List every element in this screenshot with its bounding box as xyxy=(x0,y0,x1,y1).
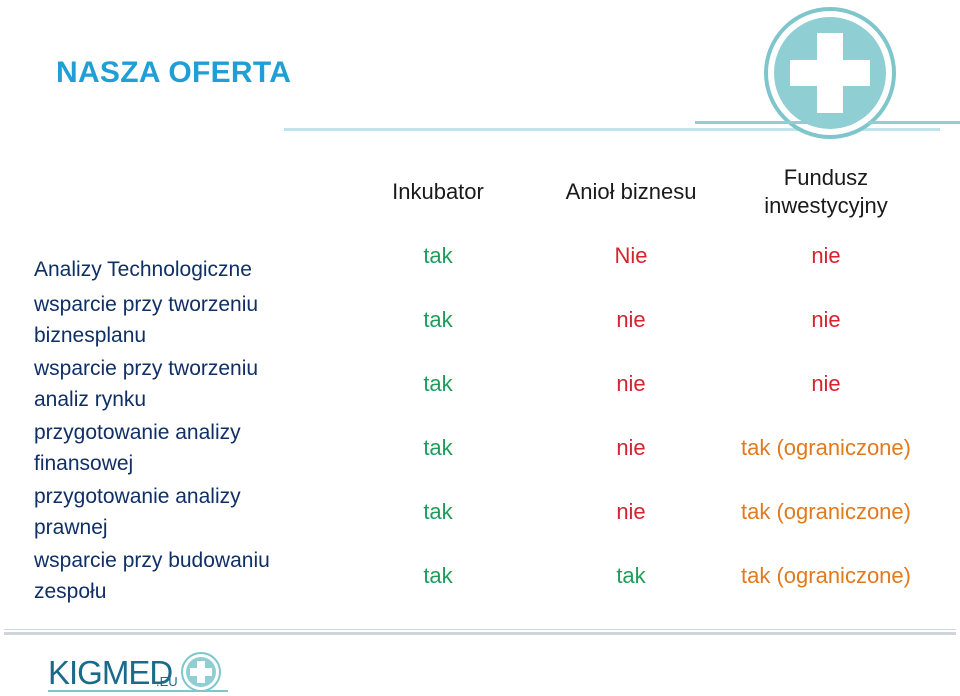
slide-title: NASZA OFERTA xyxy=(56,56,292,89)
footer-divider xyxy=(4,632,956,635)
cell-inkubator: tak xyxy=(423,435,453,460)
footer-divider xyxy=(4,629,956,630)
cell-fundusz: tak (ograniczone) xyxy=(741,435,911,460)
column-header-inkubator: Inkubator xyxy=(392,179,484,204)
title-divider xyxy=(284,128,940,131)
medical-cross-icon xyxy=(695,7,960,139)
cell-fundusz: nie xyxy=(811,371,841,396)
kigmed-logo: KIGMED .EU xyxy=(48,652,228,692)
cell-inkubator: tak xyxy=(423,307,453,332)
cell-inkubator: tak xyxy=(423,563,453,588)
cell-fundusz: tak (ograniczone) xyxy=(741,499,911,524)
cell-aniol: nie xyxy=(616,307,646,332)
cell-inkubator: tak xyxy=(423,243,453,268)
cell-aniol: Nie xyxy=(614,243,648,268)
logo-wordmark: KIGMED xyxy=(48,654,172,691)
row-label: przygotowanie analizy prawnej xyxy=(34,485,241,539)
cell-aniol: nie xyxy=(616,435,646,460)
column-header-aniol-biznesu: Anioł biznesu xyxy=(565,179,697,204)
row-label: wsparcie przy tworzeniu biznesplanu xyxy=(34,293,259,347)
cell-fundusz: tak (ograniczone) xyxy=(741,563,911,588)
cell-aniol: nie xyxy=(616,371,646,396)
row-label: wsparcie przy tworzeniu analiz rynku xyxy=(34,357,259,411)
logo-suffix: .EU xyxy=(156,674,178,689)
cell-aniol: nie xyxy=(616,499,646,524)
cell-inkubator: tak xyxy=(423,499,453,524)
medical-cross-icon xyxy=(181,652,221,692)
row-label: Analizy Technologiczne xyxy=(34,258,252,281)
cell-aniol: tak xyxy=(616,563,646,588)
row-label: wsparcie przy budowaniu zespołu xyxy=(34,549,270,603)
row-label: przygotowanie analizy finansowej xyxy=(34,421,241,475)
cell-fundusz: nie xyxy=(811,307,841,332)
column-header-fundusz: Fundusz inwestycyjny xyxy=(764,165,888,218)
cell-inkubator: tak xyxy=(423,371,453,396)
cell-fundusz: nie xyxy=(811,243,841,268)
